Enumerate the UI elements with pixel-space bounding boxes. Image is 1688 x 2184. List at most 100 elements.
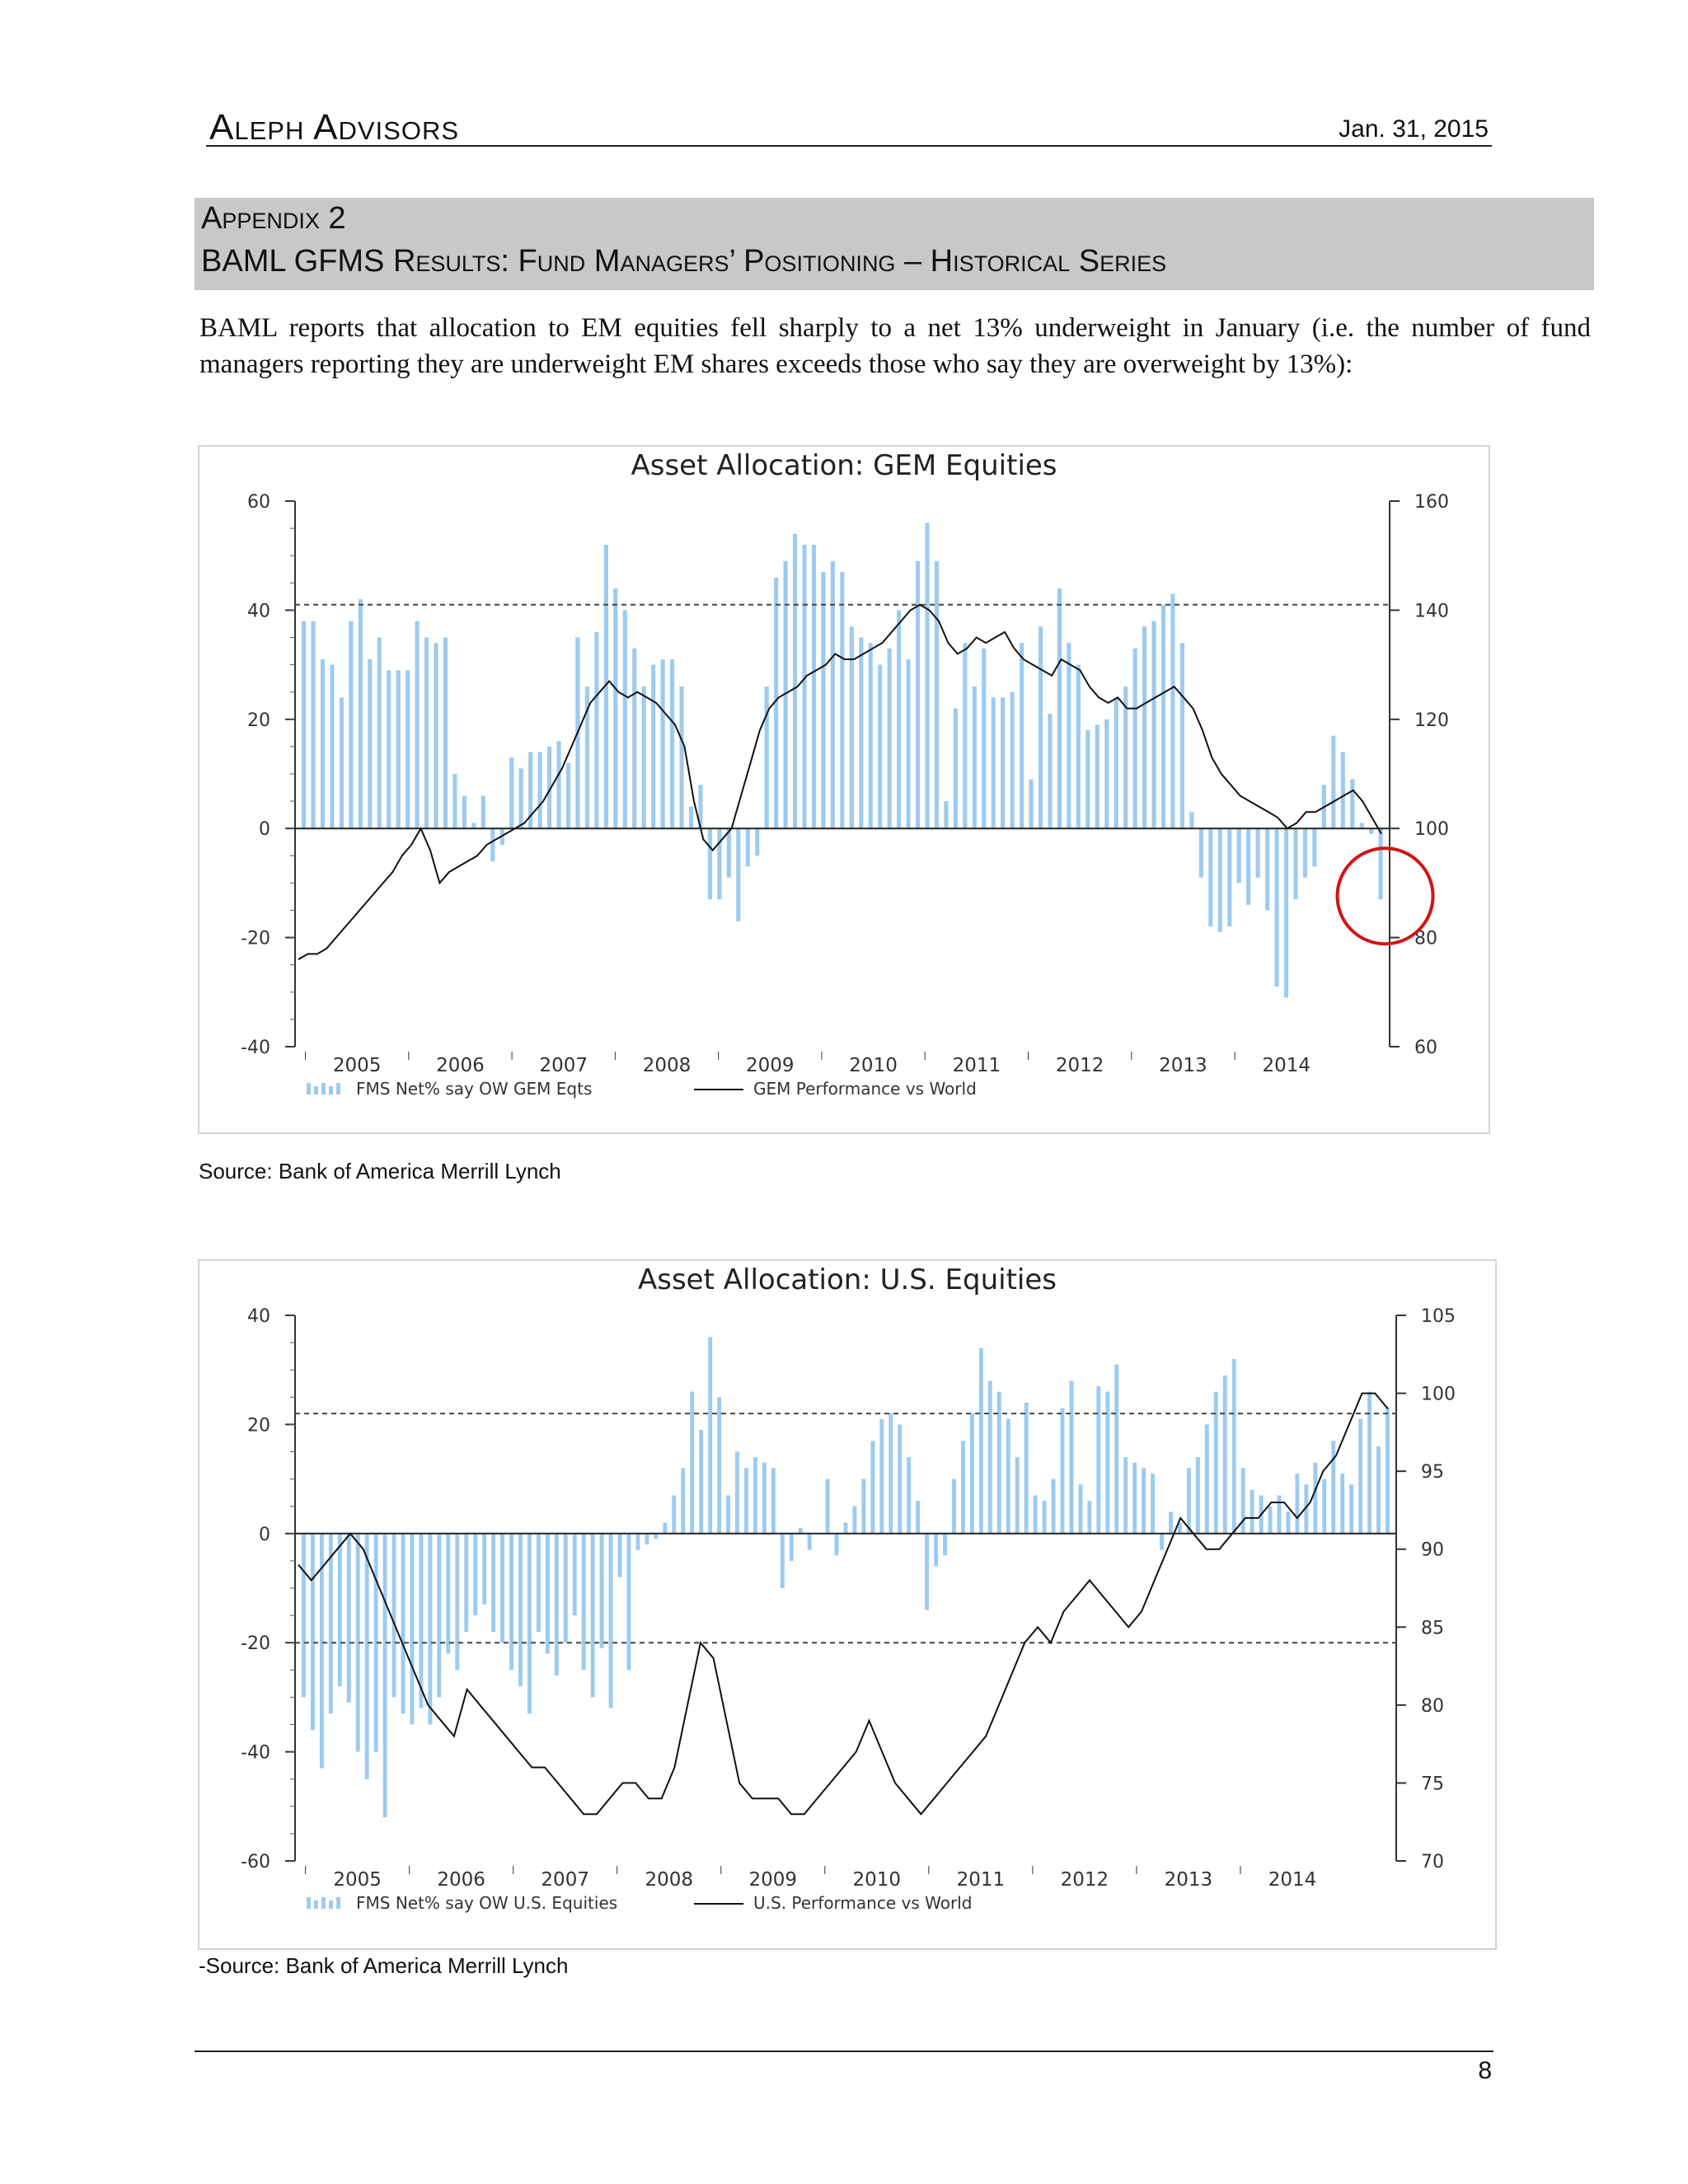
bar <box>699 1430 704 1534</box>
bar <box>1331 1441 1336 1534</box>
bar <box>1322 1479 1327 1534</box>
bar <box>887 648 892 829</box>
bar <box>1177 1522 1182 1534</box>
bar <box>537 752 542 829</box>
bar <box>428 1533 433 1725</box>
bar <box>736 828 741 921</box>
bar <box>1246 828 1251 905</box>
legend-bar-swatch <box>307 1083 311 1094</box>
us-chart-frame: Asset Allocation: U.S. Equities 40 20 0 -20 -… <box>198 1259 1497 1950</box>
bar <box>608 1533 613 1708</box>
bar <box>452 774 457 829</box>
bar <box>1142 1468 1146 1534</box>
bar <box>419 1533 424 1708</box>
bar <box>1283 828 1289 998</box>
bar <box>382 1533 387 1818</box>
bar <box>1024 1402 1029 1534</box>
bar <box>328 1533 333 1714</box>
bar <box>802 544 807 829</box>
x-tick-label: 2006 <box>436 1055 485 1076</box>
bar <box>987 1380 992 1534</box>
bar <box>1369 828 1374 834</box>
bar <box>1001 697 1006 829</box>
bar <box>707 828 712 900</box>
right-tick-label: 60 <box>1414 1038 1437 1058</box>
bar <box>545 1533 550 1654</box>
bar <box>762 1462 767 1534</box>
bar <box>1236 828 1241 883</box>
bar <box>302 621 307 829</box>
bar <box>1060 1408 1065 1534</box>
bar <box>1312 828 1317 867</box>
bar <box>320 658 326 829</box>
x-tick-label: 2010 <box>853 1869 902 1891</box>
bar <box>944 801 949 829</box>
x-tick-label: 2007 <box>541 1869 589 1891</box>
bar <box>934 560 940 829</box>
gem-chart-frame: Asset Allocation: GEM Equities 60 40 20 0 -20… <box>198 445 1490 1134</box>
bar <box>1208 828 1213 927</box>
x-tick-label: 2012 <box>1061 1869 1109 1891</box>
bar <box>349 621 354 829</box>
legend-bar-swatch <box>314 1086 318 1094</box>
bar <box>834 1533 839 1556</box>
bar <box>1359 823 1364 829</box>
bar <box>358 599 363 829</box>
bar <box>500 1533 505 1643</box>
x-tick-label: 2005 <box>333 1869 382 1891</box>
bar <box>554 1533 559 1675</box>
bar <box>1217 828 1222 932</box>
bar <box>319 1533 324 1769</box>
x-tick-label: 2009 <box>749 1869 798 1891</box>
bar <box>1304 1484 1309 1534</box>
bar <box>1227 828 1232 927</box>
right-tick-label: 90 <box>1421 1540 1444 1561</box>
bar <box>651 664 656 829</box>
bar <box>1160 604 1166 829</box>
bar <box>527 1533 532 1714</box>
bar <box>626 1533 631 1671</box>
bar <box>907 1457 912 1534</box>
bar <box>1286 1511 1291 1534</box>
us-equities-chart: Asset Allocation: U.S. Equities 40 20 0 -20 -… <box>241 1263 1456 1913</box>
bar <box>840 572 845 829</box>
bar <box>482 1533 487 1605</box>
bar <box>1340 752 1345 829</box>
right-tick-label: 75 <box>1421 1774 1444 1794</box>
bar <box>1367 1391 1372 1534</box>
bar <box>641 687 646 829</box>
bar <box>632 648 637 829</box>
bar <box>1186 1468 1191 1534</box>
bar <box>681 1468 686 1534</box>
bar <box>455 1533 460 1671</box>
bar <box>1033 1495 1038 1534</box>
bar <box>509 1533 513 1671</box>
bar <box>1250 1489 1254 1534</box>
bar <box>952 1479 956 1534</box>
bar <box>1087 1501 1092 1534</box>
bar <box>1132 1462 1137 1534</box>
bar <box>434 643 438 829</box>
bar <box>1386 1408 1390 1534</box>
bar <box>755 828 760 856</box>
bar <box>1350 779 1355 829</box>
bar <box>1160 1533 1165 1550</box>
bar <box>726 1495 730 1534</box>
bar <box>708 1337 713 1534</box>
bar <box>861 1479 866 1534</box>
bar <box>310 1533 315 1731</box>
x-tick-label: 2005 <box>333 1055 382 1076</box>
x-tick-label: 2011 <box>953 1055 1001 1076</box>
left-tick-label: 0 <box>259 1525 270 1545</box>
bar <box>925 523 930 829</box>
bar <box>1142 626 1147 829</box>
x-tick-label: 2010 <box>849 1055 898 1076</box>
right-tick-label: 105 <box>1421 1306 1456 1327</box>
bar <box>771 1468 776 1534</box>
bar <box>337 1533 342 1687</box>
bar <box>565 762 571 829</box>
bar <box>915 560 921 829</box>
bar <box>934 1533 939 1567</box>
bar <box>660 658 665 829</box>
legend-bar-swatch <box>307 1897 311 1909</box>
